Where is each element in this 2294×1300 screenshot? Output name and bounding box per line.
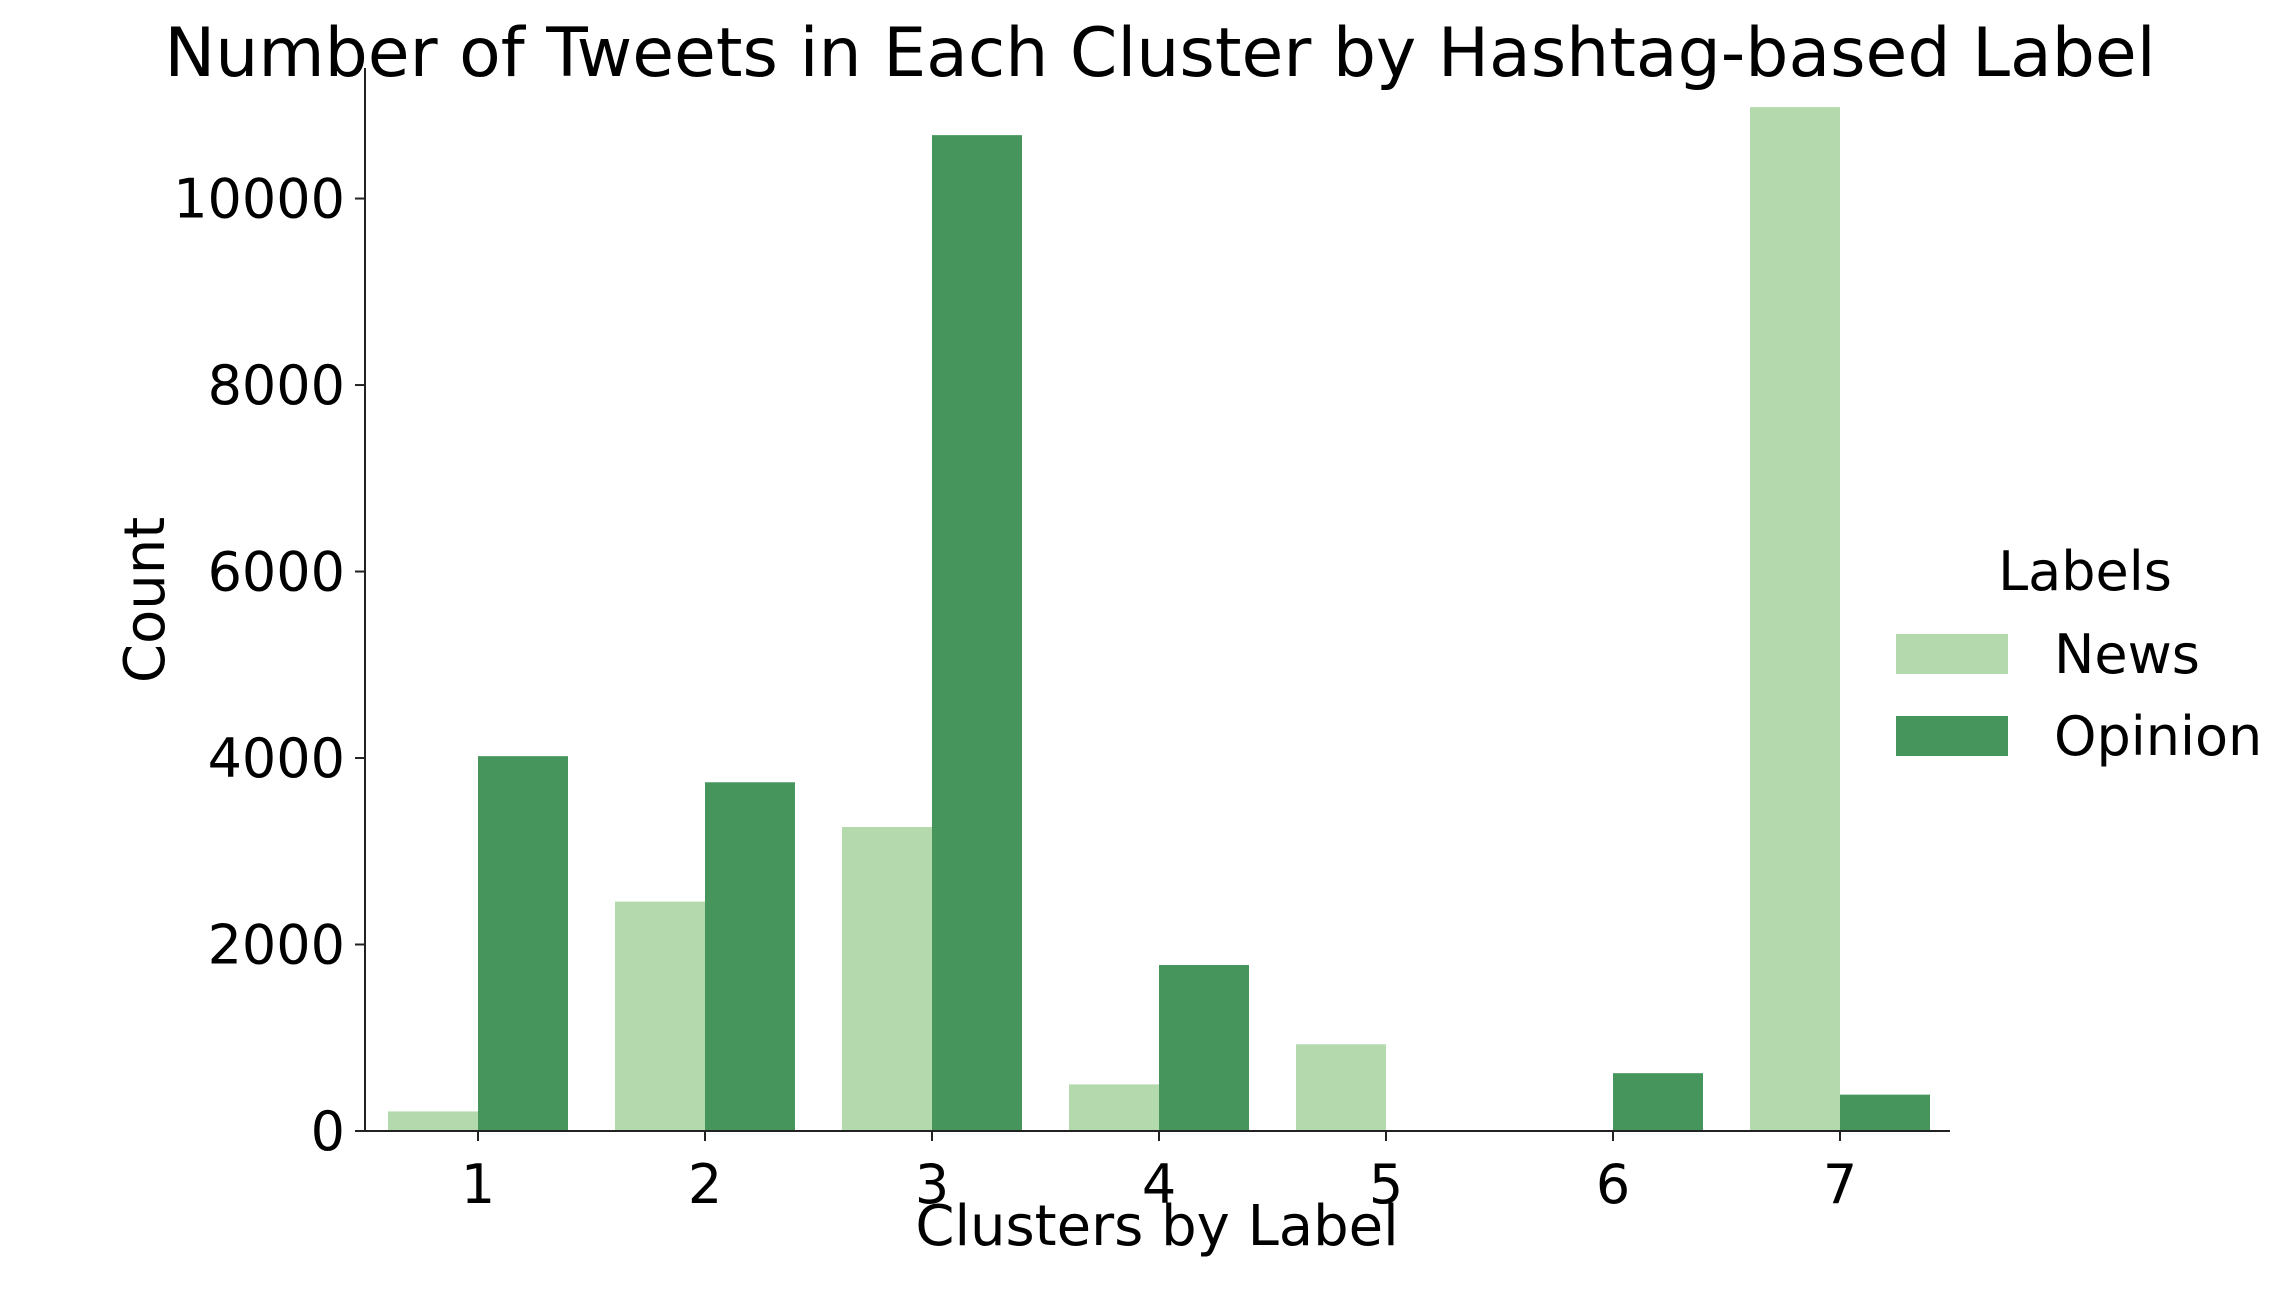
bar-news-cluster-1 (388, 1111, 478, 1131)
bars-group (388, 107, 1930, 1132)
y-axis-ticks: 0 2000 4000 6000 8000 10000 (173, 168, 365, 1163)
y-tick-label: 10000 (173, 168, 345, 231)
legend: Labels News Opinion (1896, 540, 2262, 768)
legend-swatch-opinion (1896, 716, 2008, 756)
y-tick-label: 6000 (208, 541, 345, 604)
y-tick-label: 2000 (208, 914, 345, 977)
y-axis-label: Count (113, 517, 178, 683)
bar-opinion-cluster-2 (705, 782, 795, 1131)
legend-label-news: News (2054, 623, 2200, 686)
bar-opinion-cluster-3 (932, 135, 1022, 1131)
x-tick-label: 2 (688, 1153, 722, 1216)
legend-label-opinion: Opinion (2054, 705, 2262, 768)
bar-opinion-cluster-6 (1613, 1073, 1703, 1131)
x-tick-label: 5 (1369, 1153, 1403, 1216)
bar-opinion-cluster-4 (1159, 965, 1249, 1131)
x-tick-label: 1 (461, 1153, 495, 1216)
chart-title: Number of Tweets in Each Cluster by Hash… (164, 14, 2155, 93)
x-tick-label: 7 (1823, 1153, 1857, 1216)
bar-news-cluster-3 (842, 827, 932, 1131)
y-tick-label: 8000 (208, 354, 345, 417)
y-tick-label: 0 (311, 1100, 345, 1163)
bar-news-cluster-4 (1069, 1084, 1159, 1131)
legend-title: Labels (1998, 540, 2172, 603)
bar-opinion-cluster-1 (478, 756, 568, 1131)
bar-opinion-cluster-7 (1840, 1094, 1930, 1131)
legend-swatch-news (1896, 634, 2008, 674)
bar-news-cluster-2 (615, 901, 705, 1131)
bar-news-cluster-5 (1296, 1044, 1386, 1131)
y-tick-label: 4000 (208, 727, 345, 790)
x-tick-label: 6 (1596, 1153, 1630, 1216)
bar-news-cluster-7 (1750, 107, 1840, 1132)
x-tick-label: 4 (1142, 1153, 1176, 1216)
x-axis-label: Clusters by Label (915, 1194, 1398, 1259)
x-axis-ticks: 1 2 3 4 5 6 7 (461, 1131, 1857, 1216)
x-tick-label: 3 (915, 1153, 949, 1216)
